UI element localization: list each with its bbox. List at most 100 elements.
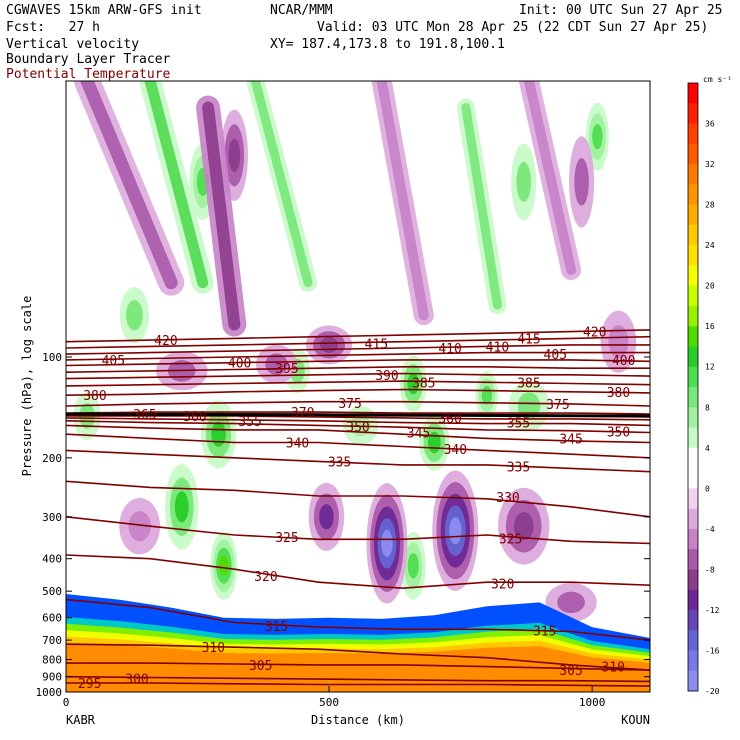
colorbar-label-12: 12 xyxy=(705,363,715,372)
contour-label-16: 340 xyxy=(444,443,467,458)
contour-label-6: 315 xyxy=(265,620,288,635)
contour-label-39: 410 xyxy=(438,342,461,357)
theta-contour-415 xyxy=(66,335,650,349)
colorbar-label-28: 28 xyxy=(705,201,715,210)
y-tick-label-100: 100 xyxy=(42,351,62,364)
colorbar-bin-8 xyxy=(688,387,698,408)
cross-section-xy: XY= 187.4,173.8 to 191.8,100.1 xyxy=(270,37,505,52)
y-tick-label-900: 900 xyxy=(42,671,62,684)
contour-label-0: 295 xyxy=(78,677,101,692)
x-tick-label-500: 500 xyxy=(319,696,339,709)
wave-band-1-1 xyxy=(202,101,241,331)
theta-contour-340 xyxy=(66,433,650,459)
theta-contour-410 xyxy=(66,344,650,355)
contour-label-43: 420 xyxy=(154,334,177,349)
y-tick-label-200: 200 xyxy=(42,452,62,465)
contour-label-24: 360 xyxy=(438,412,461,427)
field-vertical-velocity: Vertical velocity xyxy=(6,37,140,52)
contour-label-7: 315 xyxy=(533,624,556,639)
wave-band-4-1 xyxy=(144,81,209,289)
wave-band-6-1 xyxy=(461,103,502,310)
colorbar-label--8: -8 xyxy=(705,565,715,574)
contour-label-3: 305 xyxy=(559,664,582,679)
colorbar-bin--16 xyxy=(688,630,698,651)
colorbar-bin-16 xyxy=(688,305,698,327)
contour-label-4: 310 xyxy=(202,641,225,656)
colorbar-bin-12 xyxy=(688,346,698,368)
wave-band-2-1 xyxy=(376,81,429,321)
theta-contour-400 xyxy=(66,359,650,367)
theta-contour-295 xyxy=(66,682,650,687)
contour-label-11: 325 xyxy=(499,532,522,547)
colorbar-bin-24 xyxy=(688,224,698,246)
contour-label-29: 380 xyxy=(83,389,106,404)
downdraft-cell-17-2 xyxy=(319,504,334,530)
colorbar-bin-34 xyxy=(688,123,698,145)
colorbar-bin-22 xyxy=(688,245,698,266)
theta-contour-300 xyxy=(66,675,650,683)
colorbar-bin-4 xyxy=(688,427,698,449)
colorbar: 36 32 28 24 20 16 12 8 4 0 -4 -8 -12 -16 -20 xyxy=(687,82,720,696)
colorbar-frame xyxy=(687,82,699,692)
updraft-cell-14-1 xyxy=(516,161,531,203)
x-axis-label: Distance (km) xyxy=(311,713,405,727)
theta-contour-345 xyxy=(66,424,650,444)
contour-label-42: 415 xyxy=(517,332,540,347)
colorbar-label-24: 24 xyxy=(705,241,715,250)
field-potential-temperature: Potential Temperature xyxy=(6,67,171,82)
colorbar-label-0: 0 xyxy=(705,484,710,493)
theta-contour-420 xyxy=(66,329,650,343)
colorbar-bin-0 xyxy=(688,468,698,489)
y-tick-label-700: 700 xyxy=(42,634,62,647)
colorbar-label-16: 16 xyxy=(705,322,715,331)
contour-label-19: 350 xyxy=(346,420,369,435)
downdraft-cell-16-4 xyxy=(449,517,462,545)
x-start-station: KABR xyxy=(66,713,96,727)
theta-contour-320 xyxy=(66,554,650,590)
theta-contour-385 xyxy=(66,380,650,387)
colorbar-bin-14 xyxy=(688,326,698,347)
wave-band-3-1 xyxy=(250,81,313,288)
colorbar-bin-36 xyxy=(688,103,698,125)
updraft-cell-6-3 xyxy=(218,555,229,576)
colorbar-label-20: 20 xyxy=(705,282,715,291)
colorbar-bin--2 xyxy=(688,488,698,510)
theta-contour-395 xyxy=(66,366,650,373)
colorbar-label--4: -4 xyxy=(705,525,715,534)
downdraft-cell-25-1 xyxy=(128,511,151,542)
contour-label-2: 305 xyxy=(249,659,272,674)
contour-label-5: 310 xyxy=(601,661,624,676)
downdraft-cell-19-2 xyxy=(320,337,339,353)
contour-label-44: 420 xyxy=(583,326,606,341)
colorbar-bin-32 xyxy=(688,143,698,165)
colorbar-bin--14 xyxy=(688,609,698,631)
contour-label-22: 355 xyxy=(507,417,530,432)
theta-contour-315 xyxy=(66,598,650,641)
contour-label-36: 400 xyxy=(612,354,635,369)
downdraft-cell-15-4 xyxy=(381,529,393,558)
downdraft-cell-24-1 xyxy=(557,591,585,614)
contour-label-27: 375 xyxy=(338,397,361,412)
theta-contour-335 xyxy=(66,449,650,473)
colorbar-bin-6 xyxy=(688,407,698,429)
y-tick-label-1000: 1000 xyxy=(36,686,63,699)
colorbar-bin-20 xyxy=(688,265,698,287)
y-tick-label-600: 600 xyxy=(42,612,62,625)
plot-frame xyxy=(65,80,651,693)
theta-contour-310 xyxy=(66,643,650,671)
updraft-cell-10-2 xyxy=(407,553,419,579)
contour-label-17: 345 xyxy=(407,426,430,441)
colorbar-bin--8 xyxy=(688,549,698,570)
downdraft-cell-22-2 xyxy=(228,138,241,172)
contour-label-25: 365 xyxy=(133,408,156,423)
contour-label-10: 325 xyxy=(275,531,298,546)
downdraft-cell-26-1 xyxy=(608,325,629,359)
contour-label-28: 375 xyxy=(546,398,569,413)
colorbar-bin--18 xyxy=(688,650,698,672)
theta-contour-325 xyxy=(66,516,650,545)
contour-label-9: 320 xyxy=(491,578,514,593)
colorbar-bin-38 xyxy=(688,83,698,104)
colorbar-bin-2 xyxy=(688,447,698,469)
contour-label-40: 410 xyxy=(486,340,509,355)
contour-label-8: 320 xyxy=(254,570,277,585)
